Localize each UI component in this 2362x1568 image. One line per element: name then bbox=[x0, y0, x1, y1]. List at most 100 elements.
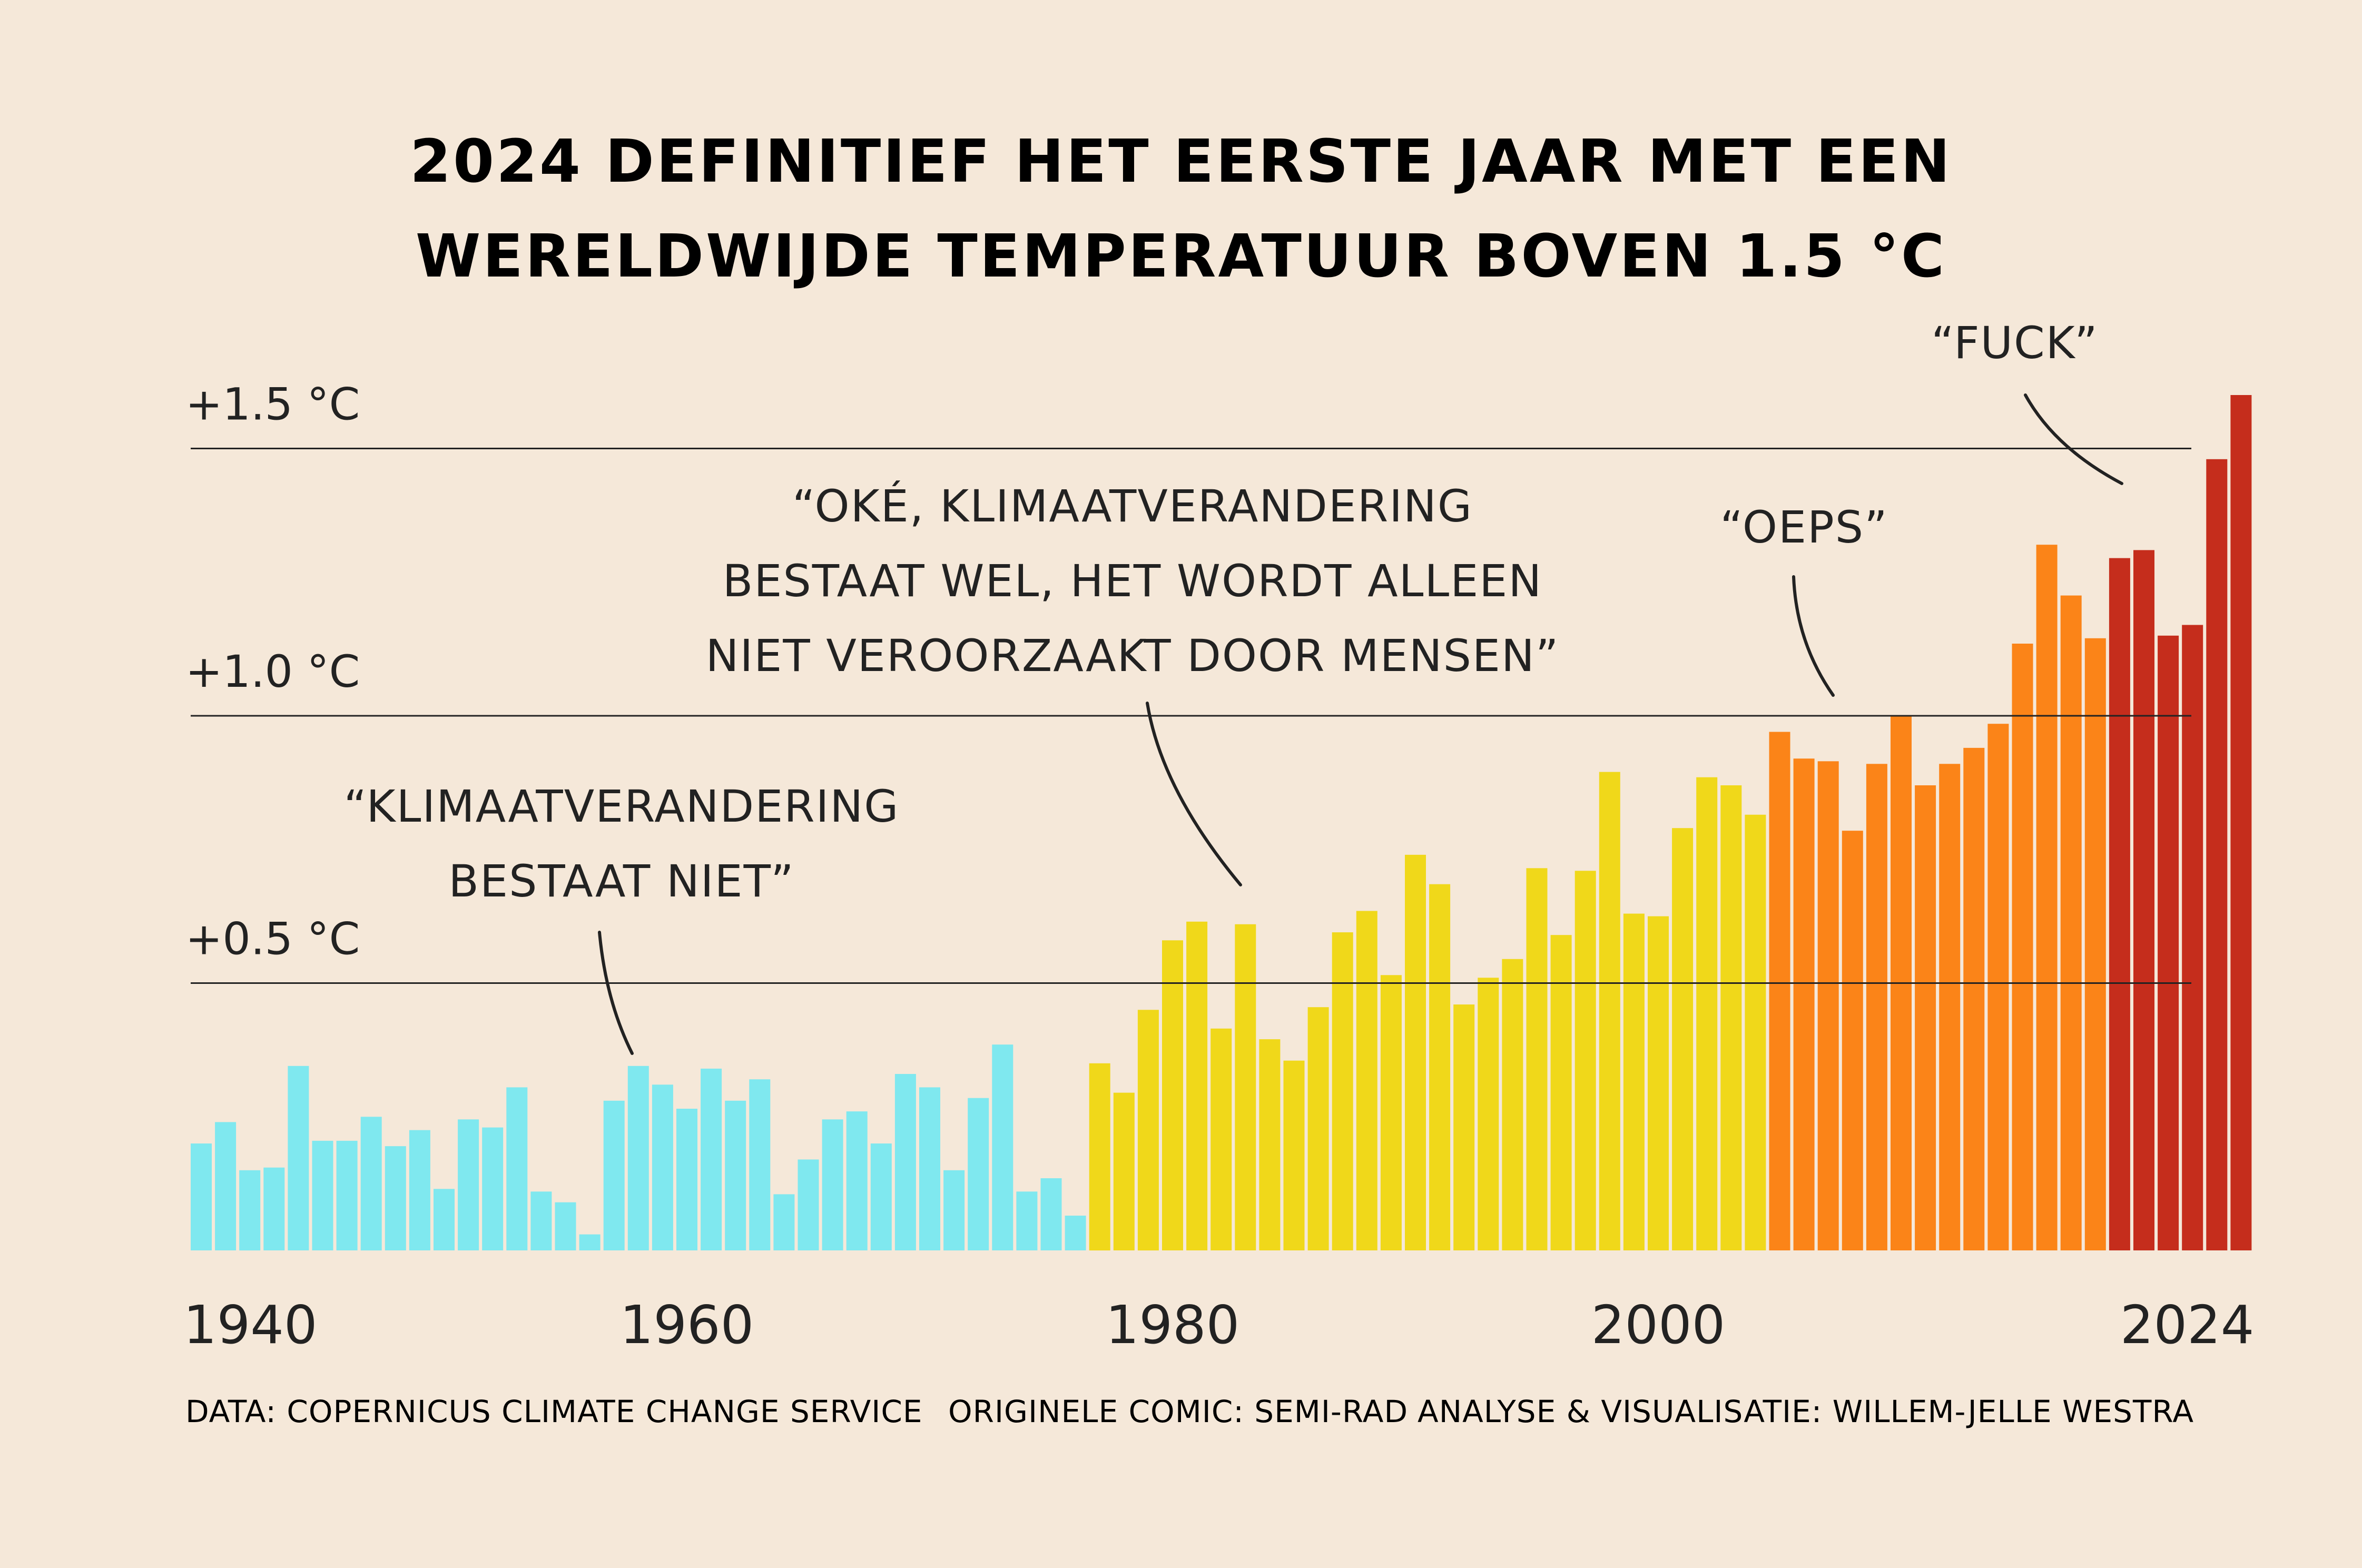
bar-2016 bbox=[2036, 545, 2058, 1250]
annotation-3-line-0: “FUCK” bbox=[1931, 317, 2098, 369]
bar-1979 bbox=[1137, 1010, 1159, 1251]
bar-1998 bbox=[1599, 772, 1620, 1250]
bar-2002 bbox=[1696, 777, 1718, 1250]
bar-1946 bbox=[336, 1140, 358, 1250]
x-tick-label-2024: 2024 bbox=[2120, 1294, 2255, 1356]
bar-1967 bbox=[846, 1111, 868, 1250]
bar-1948 bbox=[385, 1146, 406, 1250]
bar-1995 bbox=[1526, 868, 1548, 1250]
bar-1945 bbox=[312, 1140, 333, 1250]
annotation-1: “OKÉ, KLIMAATVERANDERING BESTAAT WEL, HET… bbox=[706, 480, 1560, 886]
bar-2004 bbox=[1745, 814, 1766, 1250]
credit-data: DATA: COPERNICUS CLIMATE CHANGE SERVICE bbox=[185, 1394, 923, 1429]
annotation-0-line-1: BESTAAT NIET” bbox=[448, 855, 794, 907]
bar-1983 bbox=[1235, 924, 1256, 1250]
chart-title: 2024 DEFINITIEF HET EERSTE JAAR MET EEN … bbox=[410, 127, 1952, 291]
bar-1985 bbox=[1283, 1060, 1305, 1250]
bar-1981 bbox=[1186, 921, 1208, 1250]
bar-1999 bbox=[1623, 913, 1645, 1250]
bar-1997 bbox=[1574, 871, 1596, 1250]
bar-1990 bbox=[1405, 854, 1426, 1250]
bar-2019 bbox=[2109, 558, 2130, 1250]
annotation-2-leader bbox=[1792, 575, 1835, 697]
bar-1952 bbox=[482, 1127, 504, 1250]
bar-2013 bbox=[1963, 747, 1985, 1250]
annotation-1-line-0: “OKÉ, KLIMAATVERANDERING bbox=[792, 480, 1473, 532]
bar-1944 bbox=[288, 1066, 309, 1250]
bar-1982 bbox=[1210, 1028, 1232, 1250]
bar-1958 bbox=[627, 1066, 649, 1250]
bar-2000 bbox=[1648, 916, 1669, 1250]
x-tick-labels: 1940 1960 1980 2000 2024 bbox=[183, 1294, 2254, 1356]
bar-1954 bbox=[530, 1191, 552, 1250]
bar-1975 bbox=[1040, 1178, 1062, 1250]
bar-1953 bbox=[506, 1087, 528, 1250]
annotation-3-leader bbox=[2024, 393, 2123, 485]
annotation-0-leader bbox=[598, 931, 634, 1055]
bar-1951 bbox=[458, 1119, 479, 1250]
bar-1963 bbox=[749, 1079, 771, 1250]
bar-1947 bbox=[360, 1117, 382, 1251]
chart-title-line-1: 2024 DEFINITIEF HET EERSTE JAAR MET EEN bbox=[410, 127, 1952, 196]
bar-1968 bbox=[870, 1143, 892, 1250]
bar-2024 bbox=[2230, 395, 2252, 1250]
bar-2003 bbox=[1720, 785, 1742, 1250]
credits: DATA: COPERNICUS CLIMATE CHANGE SERVICE … bbox=[185, 1394, 2194, 1429]
bar-2006 bbox=[1793, 758, 1815, 1250]
x-tick-label-2000: 2000 bbox=[1591, 1294, 1726, 1356]
credit-comic: ORIGINELE COMIC: SEMI-RAD bbox=[948, 1394, 1408, 1429]
bar-1971 bbox=[943, 1170, 965, 1251]
bar-1972 bbox=[968, 1098, 989, 1250]
bar-1960 bbox=[676, 1109, 697, 1250]
annotation-1-leader bbox=[1146, 702, 1242, 886]
bar-2023 bbox=[2206, 459, 2228, 1250]
bar-1940 bbox=[191, 1143, 212, 1250]
bar-1962 bbox=[725, 1100, 746, 1250]
bar-2021 bbox=[2158, 635, 2179, 1250]
x-tick-label-1940: 1940 bbox=[183, 1294, 318, 1356]
bar-2001 bbox=[1672, 828, 1694, 1250]
y-tick-labels: +0.5 °C +1.0 °C +1.5 °C bbox=[185, 379, 360, 965]
bar-1978 bbox=[1113, 1092, 1135, 1250]
bar-1980 bbox=[1162, 940, 1183, 1250]
bar-2015 bbox=[2012, 644, 2033, 1250]
bar-2008 bbox=[1842, 831, 1863, 1250]
bar-1950 bbox=[434, 1189, 455, 1250]
chart-title-line-2: WERELDWIJDE TEMPERATUUR BOVEN 1.5 °C bbox=[416, 222, 1946, 291]
bar-2011 bbox=[1915, 785, 1936, 1250]
bar-1986 bbox=[1307, 1007, 1329, 1250]
x-tick-label-1980: 1980 bbox=[1106, 1294, 1240, 1356]
bar-1991 bbox=[1429, 884, 1451, 1250]
bar-1987 bbox=[1332, 932, 1353, 1250]
bar-1973 bbox=[992, 1044, 1013, 1250]
bar-2017 bbox=[2060, 595, 2082, 1250]
bar-1992 bbox=[1453, 1004, 1475, 1250]
bar-1969 bbox=[894, 1074, 916, 1250]
bar-1976 bbox=[1065, 1216, 1086, 1250]
bar-2012 bbox=[1939, 764, 1961, 1250]
annotation-2: “OEPS” bbox=[1720, 501, 1888, 697]
annotation-3: “FUCK” bbox=[1931, 317, 2123, 485]
bar-2022 bbox=[2182, 625, 2203, 1250]
bar-1941 bbox=[215, 1122, 237, 1250]
bar-1942 bbox=[239, 1170, 261, 1251]
bar-1993 bbox=[1478, 978, 1499, 1250]
bar-1988 bbox=[1356, 911, 1377, 1250]
y-tick-label-1: +1.0 °C bbox=[185, 646, 360, 697]
y-tick-label-2: +1.5 °C bbox=[185, 379, 360, 430]
credit-analysis: ANALYSE & VISUALISATIE: WILLEM-JELLE WES… bbox=[1418, 1394, 2194, 1429]
bar-1961 bbox=[701, 1068, 722, 1250]
bar-1943 bbox=[263, 1167, 285, 1250]
y-tick-label-0: +0.5 °C bbox=[185, 913, 360, 965]
bar-1996 bbox=[1550, 935, 1572, 1250]
bar-1994 bbox=[1502, 959, 1523, 1250]
bar-2007 bbox=[1817, 761, 1839, 1250]
annotation-1-line-2: NIET VEROORZAAKT DOOR MENSEN” bbox=[706, 630, 1560, 682]
annotation-2-line-0: “OEPS” bbox=[1720, 501, 1888, 553]
bar-1959 bbox=[652, 1084, 673, 1250]
bar-2014 bbox=[1987, 724, 2009, 1250]
bar-1957 bbox=[603, 1100, 625, 1250]
bar-2020 bbox=[2133, 550, 2154, 1250]
bar-1974 bbox=[1016, 1191, 1038, 1250]
